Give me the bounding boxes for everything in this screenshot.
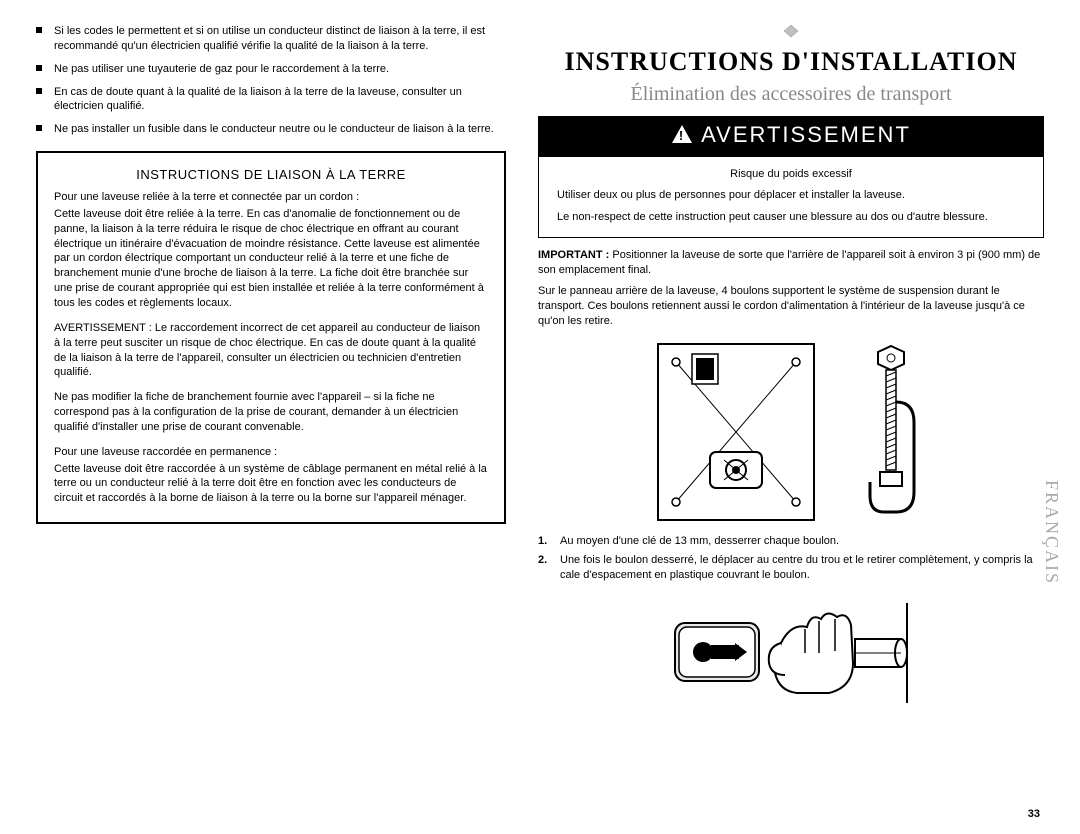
grounding-p1-lead: Pour une laveuse reliée à la terre et co…: [54, 190, 488, 205]
diagram-row-2: [538, 593, 1044, 713]
language-tab: FRANÇAIS: [1041, 480, 1062, 585]
grounding-p4-lead: Pour une laveuse raccordée en permanence…: [54, 445, 488, 460]
grounding-p4: Cette laveuse doit être raccordée à un s…: [54, 462, 488, 507]
important-label: IMPORTANT :: [538, 249, 609, 261]
main-title: INSTRUCTIONS D'INSTALLATION: [538, 47, 1044, 77]
right-column: INSTRUCTIONS D'INSTALLATION Élimination …: [538, 24, 1044, 713]
bolt-diagram: [856, 342, 926, 522]
hand-bolt-diagram: [671, 593, 911, 713]
warning-banner-text: AVERTISSEMENT: [701, 122, 911, 147]
back-panel-diagram: [656, 342, 816, 522]
risk-p2: Le non-respect de cette instruction peut…: [557, 210, 1025, 225]
important-paragraph: IMPORTANT : Positionner la laveuse de so…: [538, 248, 1044, 278]
risk-box: Risque du poids excessif Utiliser deux o…: [538, 157, 1044, 238]
grounding-instructions-box: INSTRUCTIONS DE LIAISON À LA TERRE Pour …: [36, 151, 506, 524]
risk-title: Risque du poids excessif: [557, 167, 1025, 182]
warning-banner: ! AVERTISSEMENT: [538, 116, 1044, 157]
bullet-item: Ne pas installer un fusible dans le cond…: [36, 122, 506, 137]
warning-triangle-icon: !: [671, 124, 693, 150]
right-body: IMPORTANT : Positionner la laveuse de so…: [538, 248, 1044, 713]
warning-label: AVERTISSEMENT :: [54, 322, 152, 334]
bullet-list: Si les codes le permettent et si on util…: [36, 24, 506, 137]
steps-list: Au moyen d'une clé de 13 mm, desserrer c…: [538, 534, 1044, 583]
grounding-title: INSTRUCTIONS DE LIAISON À LA TERRE: [54, 167, 488, 182]
left-column: Si les codes le permettent et si on util…: [36, 24, 506, 713]
grounding-p3: Ne pas modifier la fiche de branchement …: [54, 390, 488, 435]
grounding-warning: AVERTISSEMENT : Le raccordement incorrec…: [54, 321, 488, 380]
grounding-p1: Cette laveuse doit être reliée à la terr…: [54, 207, 488, 311]
step-item: Une fois le boulon desserré, le déplacer…: [538, 553, 1044, 583]
step-item: Au moyen d'une clé de 13 mm, desserrer c…: [538, 534, 1044, 549]
diagram-row-1: [538, 342, 1044, 522]
bullet-item: En cas de doute quant à la qualité de la…: [36, 85, 506, 115]
page-columns: Si les codes le permettent et si on util…: [36, 24, 1044, 713]
subtitle: Élimination des accessoires de transport: [538, 83, 1044, 106]
svg-text:!: !: [679, 128, 685, 143]
diamond-ornament: [538, 24, 1044, 43]
bullet-item: Si les codes le permettent et si on util…: [36, 24, 506, 54]
after-important: Sur le panneau arrière de la laveuse, 4 …: [538, 284, 1044, 329]
bullet-item: Ne pas utiliser une tuyauterie de gaz po…: [36, 62, 506, 77]
risk-p1: Utiliser deux ou plus de personnes pour …: [557, 188, 1025, 203]
important-text: Positionner la laveuse de sorte que l'ar…: [538, 249, 1040, 276]
page-number: 33: [1028, 808, 1040, 820]
